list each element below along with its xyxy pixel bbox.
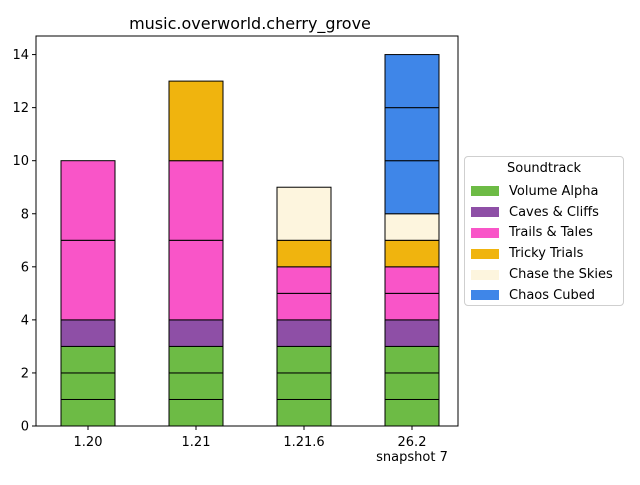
x-tick-label-0: 1.20 [74,435,103,450]
bar-segment-3-5-2 [384,54,440,109]
bar-segment-1-3-0 [168,80,224,162]
bar-segment-0-0-2 [60,345,116,374]
legend-title: Soundtrack [506,161,582,176]
legend-item: Volume Alpha [465,181,623,202]
legend-swatch [471,290,499,301]
y-tick-label-2: 2 [21,366,29,381]
x-tick-label-2: 1.21.6 [283,435,324,450]
y-tick-label-4: 4 [21,313,29,328]
y-tick-label-8: 8 [21,207,29,222]
bar-segment-1-2-0 [168,239,224,321]
bar-segment-2-2-1 [276,266,332,294]
bar-segment-0-1-0 [60,319,116,347]
legend-item: Chase the Skies [465,264,623,285]
chart-title: music.overworld.cherry_grove [129,14,371,34]
legend-label: Tricky Trials [509,246,584,262]
bar-segment-3-0-2 [384,345,440,374]
bar-segment-3-0-0 [384,398,440,427]
legend-label: Chaos Cubed [509,287,595,303]
bar-segment-3-5-1 [384,107,440,162]
bar-segment-3-2-1 [384,266,440,294]
x-axis: 1.20 1.21 1.21.6 26.2 snapshot 7 [74,426,448,465]
bar-segment-1-0-1 [168,372,224,400]
legend-item: Caves & Cliffs [465,202,623,223]
legend-item: Tricky Trials [465,243,623,264]
legend-swatch [471,227,499,238]
bar-segment-0-0-0 [60,398,116,427]
legend-swatch [471,186,499,197]
legend-items: Volume Alpha Caves & Cliffs Trails & Tales… [465,181,623,306]
y-tick-label-0: 0 [21,420,29,435]
bar-segment-0-2-1 [60,160,116,241]
legend-item: Trails & Tales [465,223,623,244]
bar-segment-1-2-1 [168,160,224,241]
bar-segment-1-1-0 [168,319,224,347]
legend-swatch [471,207,499,218]
legend-label: Caves & Cliffs [509,204,599,220]
bar-segment-3-2-0 [384,292,440,321]
bar-segment-3-3-0 [384,239,440,268]
bar-segment-2-4-0 [276,186,332,241]
bar-segment-1-0-0 [168,398,224,427]
bar-segment-0-2-0 [60,239,116,321]
bar-segment-3-0-1 [384,372,440,400]
y-tick-label-14: 14 [12,48,29,63]
bars-group [60,54,440,427]
x-tick-label-3: 26.2 snapshot 7 [376,435,448,465]
y-axis: 0 2 4 6 8 10 12 14 [12,48,36,435]
bar-segment-2-1-0 [276,319,332,347]
legend-label: Volume Alpha [509,183,599,199]
legend-label: Trails & Tales [509,225,593,241]
bar-segment-3-1-0 [384,319,440,347]
bar-segment-0-0-1 [60,372,116,400]
legend-label: Chase the Skies [509,267,613,283]
plot-frame [35,35,459,427]
legend-swatch [471,269,499,280]
bar-segment-3-4-0 [384,213,440,241]
bar-segment-2-0-1 [276,372,332,400]
legend-item: Chaos Cubed [465,285,623,306]
y-tick-label-10: 10 [12,154,29,169]
bar-segment-2-0-2 [276,345,332,374]
legend: Soundtrack Volume Alpha Caves & Cliffs Tra… [464,156,624,306]
x-tick-label-1: 1.21 [182,435,211,450]
bar-segment-3-5-0 [384,160,440,215]
y-tick-label-6: 6 [21,260,29,275]
bar-segment-2-0-0 [276,398,332,427]
bar-segment-2-2-0 [276,292,332,321]
y-tick-label-12: 12 [12,101,29,116]
bar-segment-2-3-0 [276,239,332,268]
legend-swatch [471,248,499,259]
bar-segment-1-0-2 [168,345,224,374]
